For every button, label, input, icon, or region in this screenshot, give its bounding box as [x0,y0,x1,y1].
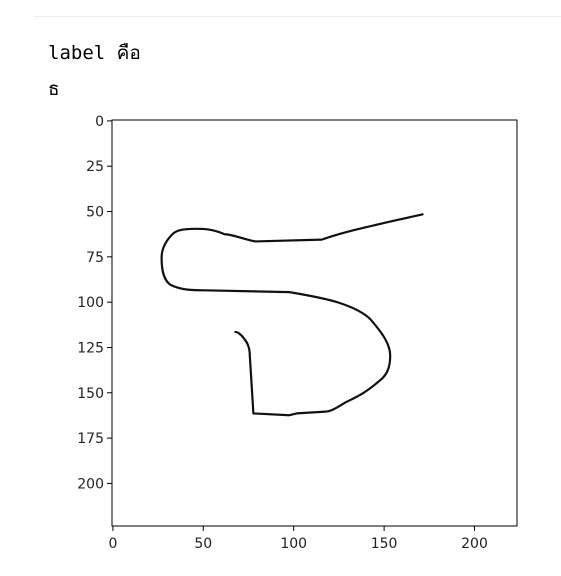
handwritten-stroke [162,214,423,415]
output-line: ธ [48,78,60,100]
output-line: label คือ [48,42,141,64]
image-content [162,214,423,415]
y-tick-label: 150 [77,386,104,402]
y-tick-label: 175 [77,431,104,447]
y-tick-label: 0 [95,114,104,130]
y-tick-label: 75 [86,250,104,266]
y-tick-label: 50 [86,205,104,221]
y-tick-label: 125 [77,340,104,356]
x-tick-label: 0 [108,536,117,552]
x-tick-label: 100 [280,536,307,552]
x-tick-label: 50 [194,536,212,552]
x-tick-label: 200 [461,536,488,552]
y-tick-label: 25 [86,159,104,175]
x-tick-label: 150 [371,536,398,552]
cell-divider [34,16,561,17]
y-tick-label: 100 [77,295,104,311]
axes-frame [111,119,518,527]
y-tick-label: 200 [77,476,104,492]
